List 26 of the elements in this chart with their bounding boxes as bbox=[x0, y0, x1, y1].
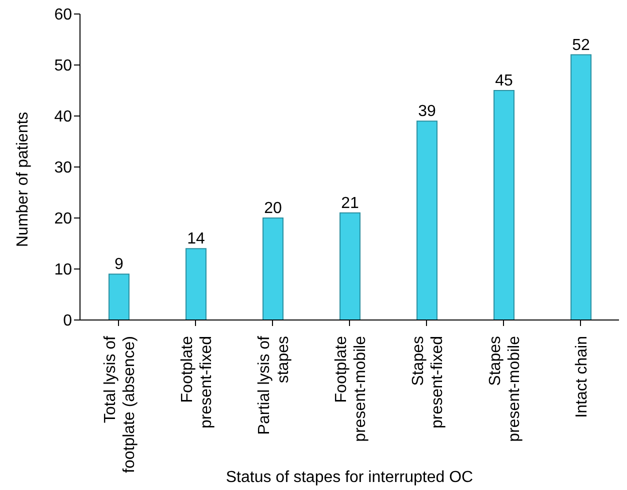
data-label: 45 bbox=[495, 72, 513, 90]
y-tick-label: 30 bbox=[54, 160, 72, 177]
bar bbox=[494, 90, 514, 320]
data-label: 20 bbox=[264, 200, 282, 217]
data-label: 21 bbox=[341, 194, 359, 212]
bar bbox=[570, 54, 592, 320]
data-label: 14 bbox=[187, 230, 205, 248]
bar bbox=[262, 218, 284, 320]
y-axis-title: Number of patients bbox=[14, 112, 32, 247]
y-tick-label: 0 bbox=[63, 312, 72, 330]
y-tick-label: 10 bbox=[54, 262, 72, 279]
bar bbox=[416, 120, 438, 320]
bar bbox=[340, 212, 360, 320]
x-tick-label: Intact chain bbox=[574, 336, 590, 418]
y-tick-label: 40 bbox=[54, 108, 72, 126]
x-tick-label: Partial lysis of stapes bbox=[256, 335, 292, 435]
y-tick-label: 50 bbox=[54, 58, 72, 75]
bar bbox=[186, 248, 206, 320]
data-label: 39 bbox=[418, 103, 436, 120]
y-tick-label: 60 bbox=[54, 6, 72, 24]
y-tick-label: 20 bbox=[54, 210, 72, 228]
data-label: 52 bbox=[572, 36, 590, 54]
data-label: 9 bbox=[114, 256, 124, 274]
bar bbox=[108, 274, 130, 320]
x-tick-label: Total lysis of footplate (absence) bbox=[102, 335, 138, 473]
x-axis-title: Status of stapes for interrupted OC bbox=[226, 469, 474, 486]
